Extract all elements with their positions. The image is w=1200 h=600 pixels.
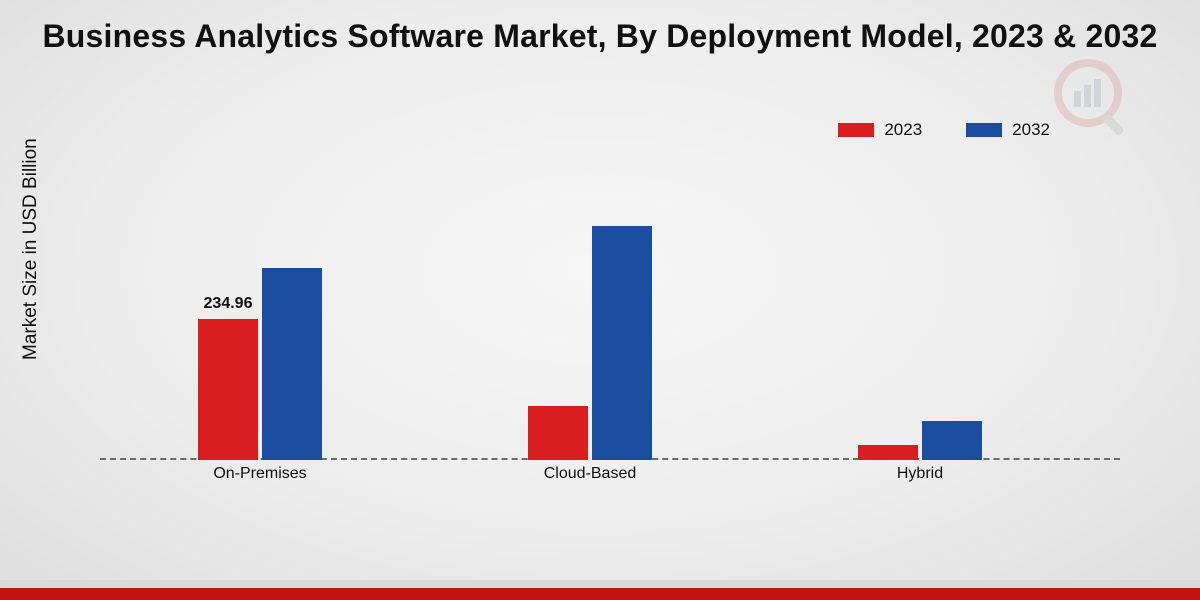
legend-swatch-2023	[838, 123, 874, 137]
bar-hybrid-2032	[922, 421, 982, 460]
legend: 2023 2032	[838, 120, 1050, 140]
bar-cloud-based-2023	[528, 406, 588, 460]
plot-area: 234.96 On-Premises Cloud-Based Hybrid	[100, 160, 1120, 460]
legend-item-2023: 2023	[838, 120, 922, 140]
chart-canvas: Business Analytics Software Market, By D…	[0, 0, 1200, 600]
legend-swatch-2032	[966, 123, 1002, 137]
bar-group-on-premises: 234.96 On-Premises	[160, 160, 360, 460]
bar-on-premises-2032	[262, 268, 322, 460]
footer-red-bar	[0, 588, 1200, 600]
bar-on-premises-2023	[198, 319, 258, 460]
bar-cloud-based-2032	[592, 226, 652, 460]
category-label-cloud-based: Cloud-Based	[490, 465, 690, 483]
bar-hybrid-2023	[858, 445, 918, 460]
watermark-logo	[1050, 55, 1140, 150]
chart-title: Business Analytics Software Market, By D…	[0, 18, 1200, 55]
bar-group-hybrid: Hybrid	[820, 160, 1020, 460]
category-label-hybrid: Hybrid	[820, 465, 1020, 483]
value-label-on-premises-2023: 234.96	[188, 295, 268, 313]
y-axis-label: Market Size in USD Billion	[20, 138, 42, 360]
bar-group-cloud-based: Cloud-Based	[490, 160, 690, 460]
legend-label-2032: 2032	[1012, 120, 1050, 140]
footer-grey-bar	[0, 580, 1200, 588]
legend-item-2032: 2032	[966, 120, 1050, 140]
category-label-on-premises: On-Premises	[160, 465, 360, 483]
legend-label-2023: 2023	[884, 120, 922, 140]
